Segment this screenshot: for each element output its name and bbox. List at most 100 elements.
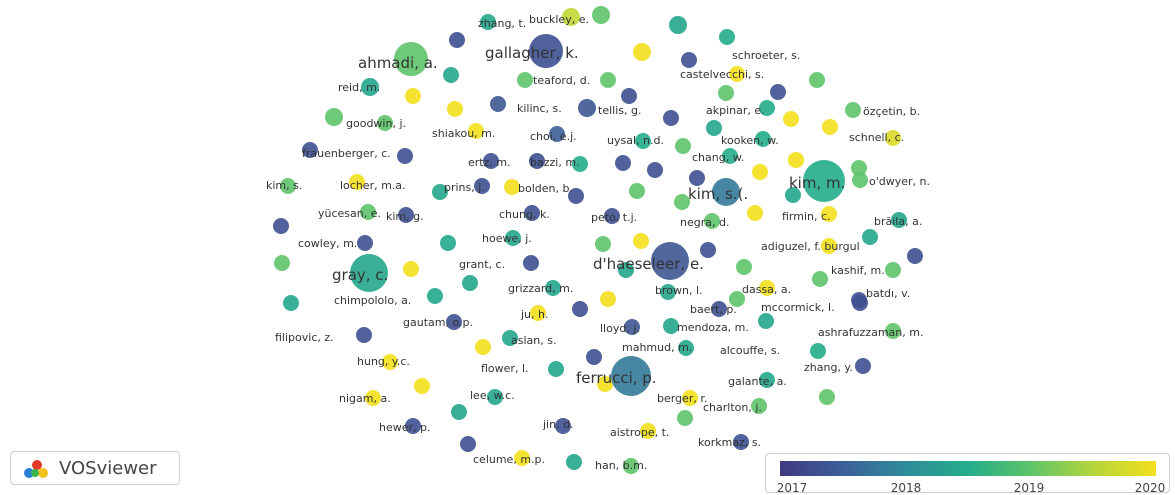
network-node[interactable]: flower, l. bbox=[481, 361, 564, 377]
network-node[interactable]: yücesan, e. bbox=[318, 204, 381, 220]
network-node[interactable]: d'haeseleer, e. bbox=[593, 242, 704, 280]
network-node[interactable]: kashif, m. bbox=[831, 262, 901, 278]
network-node-unlabeled[interactable] bbox=[572, 301, 588, 317]
network-node-unlabeled[interactable] bbox=[819, 389, 835, 405]
node-circle[interactable] bbox=[502, 330, 518, 346]
node-circle[interactable] bbox=[360, 204, 376, 220]
node-label[interactable]: flower, l. bbox=[481, 362, 529, 375]
node-label[interactable]: gautam, o.p. bbox=[403, 316, 473, 329]
network-node-unlabeled[interactable] bbox=[568, 188, 584, 204]
node-circle[interactable] bbox=[885, 262, 901, 278]
node-label[interactable]: bolden, b. bbox=[518, 182, 573, 195]
network-node[interactable]: goodwin, j. bbox=[325, 108, 406, 130]
node-label[interactable]: aslan, s. bbox=[511, 334, 556, 347]
node-label[interactable]: hewer, p. bbox=[379, 421, 431, 434]
node-label[interactable]: lloyd, j. bbox=[600, 322, 640, 335]
network-node[interactable]: bolden, b. bbox=[504, 179, 573, 195]
network-node-unlabeled[interactable] bbox=[718, 85, 734, 101]
node-circle[interactable] bbox=[365, 390, 381, 406]
network-node[interactable]: zhang, t. bbox=[478, 14, 526, 30]
node-circle[interactable] bbox=[302, 142, 318, 158]
network-node[interactable]: chang, w. bbox=[692, 148, 744, 164]
node-circle[interactable] bbox=[803, 160, 845, 202]
network-node[interactable]: schroeter, s. bbox=[719, 29, 800, 62]
network-node[interactable]: kim, m. bbox=[789, 160, 845, 202]
node-label[interactable]: jin, d. bbox=[542, 418, 574, 431]
network-node-unlabeled[interactable] bbox=[447, 101, 463, 117]
network-node[interactable]: akpinar, e. bbox=[706, 100, 775, 117]
node-circle[interactable] bbox=[623, 458, 639, 474]
node-label[interactable]: d'haeseleer, e. bbox=[593, 255, 704, 273]
network-node-unlabeled[interactable] bbox=[785, 187, 801, 203]
node-circle[interactable] bbox=[712, 178, 740, 206]
network-node-unlabeled[interactable] bbox=[283, 295, 299, 311]
network-node-unlabeled[interactable] bbox=[907, 248, 923, 264]
node-label[interactable]: ferrucci, p. bbox=[576, 369, 657, 387]
network-node[interactable]: galante, a. bbox=[728, 372, 787, 388]
network-node[interactable]: bazzi, m. bbox=[529, 153, 580, 169]
network-node[interactable]: brăila, a. bbox=[874, 212, 922, 228]
network-node[interactable]: reid, m. bbox=[338, 78, 380, 96]
node-label[interactable]: zhang, t. bbox=[478, 17, 526, 30]
node-circle[interactable] bbox=[514, 450, 530, 466]
node-label[interactable]: berger, r. bbox=[657, 392, 707, 405]
node-circle[interactable] bbox=[356, 327, 372, 343]
network-node[interactable]: mahmud, m. bbox=[622, 340, 694, 356]
network-node-unlabeled[interactable] bbox=[572, 156, 588, 172]
network-node[interactable]: adiguzel, f. burgul bbox=[761, 238, 860, 254]
node-label[interactable]: adiguzel, f. burgul bbox=[761, 240, 860, 253]
network-node-unlabeled[interactable] bbox=[460, 436, 476, 452]
network-node-unlabeled[interactable] bbox=[788, 152, 804, 168]
node-circle[interactable] bbox=[549, 126, 565, 142]
node-circle[interactable] bbox=[660, 284, 676, 300]
network-node-unlabeled[interactable] bbox=[770, 84, 786, 100]
node-circle[interactable] bbox=[555, 418, 571, 434]
node-label[interactable]: schroeter, s. bbox=[732, 49, 800, 62]
network-node[interactable]: alcouffe, s. bbox=[720, 343, 826, 359]
node-circle[interactable] bbox=[855, 358, 871, 374]
node-circle[interactable] bbox=[733, 434, 749, 450]
node-circle[interactable] bbox=[562, 8, 580, 26]
network-node[interactable]: lloyd, j. bbox=[600, 319, 640, 335]
network-node[interactable]: grizzard, m. bbox=[508, 280, 573, 296]
node-label[interactable]: zhang, y. bbox=[804, 361, 853, 374]
network-node-unlabeled[interactable] bbox=[618, 262, 634, 278]
node-label[interactable]: mccormick, l. bbox=[761, 301, 835, 314]
node-label[interactable]: choi, e.j. bbox=[530, 130, 577, 143]
network-node[interactable]: kim, s. bbox=[266, 178, 302, 194]
node-label[interactable]: aistrope, t. bbox=[610, 426, 669, 439]
node-label[interactable]: peto, t.j. bbox=[591, 211, 637, 224]
network-node[interactable]: brown, l. bbox=[655, 284, 703, 300]
node-circle[interactable] bbox=[719, 29, 735, 45]
node-circle[interactable] bbox=[524, 205, 540, 221]
node-label[interactable]: celume, m.p. bbox=[473, 453, 545, 466]
node-circle[interactable] bbox=[325, 108, 343, 126]
node-label[interactable]: chang, w. bbox=[692, 151, 744, 164]
network-node-unlabeled[interactable] bbox=[822, 119, 838, 135]
node-label[interactable]: kim, s. bbox=[266, 179, 302, 192]
node-label[interactable]: brown, l. bbox=[655, 284, 703, 297]
network-node[interactable]: frauenberger, c. bbox=[302, 142, 391, 160]
node-label[interactable]: uysal, n.d. bbox=[607, 134, 664, 147]
node-label[interactable]: reid, m. bbox=[338, 81, 380, 94]
network-node-unlabeled[interactable] bbox=[449, 32, 465, 48]
network-node-unlabeled[interactable] bbox=[812, 271, 828, 287]
node-label[interactable]: akpinar, e. bbox=[706, 104, 765, 117]
network-node[interactable]: chimpololo, a. bbox=[334, 288, 443, 307]
network-node[interactable]: han, b.m. bbox=[595, 458, 647, 474]
node-label[interactable]: alcouffe, s. bbox=[720, 344, 780, 357]
node-circle[interactable] bbox=[640, 423, 656, 439]
network-node-unlabeled[interactable] bbox=[586, 349, 602, 365]
network-node[interactable]: prins, j. bbox=[444, 178, 490, 194]
network-node[interactable]: o'dwyer, n. bbox=[852, 172, 930, 188]
network-node-unlabeled[interactable] bbox=[274, 255, 290, 271]
network-node[interactable]: cowley, m. bbox=[298, 235, 373, 251]
network-node-unlabeled[interactable] bbox=[669, 16, 687, 34]
node-label[interactable]: ertz, m. bbox=[468, 156, 511, 169]
network-node-unlabeled[interactable] bbox=[663, 318, 679, 334]
node-label[interactable]: brăila, a. bbox=[874, 215, 922, 228]
node-circle[interactable] bbox=[545, 280, 561, 296]
network-node-unlabeled[interactable] bbox=[621, 88, 637, 104]
network-node-unlabeled[interactable] bbox=[405, 88, 421, 104]
node-label[interactable]: locher, m.a. bbox=[340, 179, 406, 192]
